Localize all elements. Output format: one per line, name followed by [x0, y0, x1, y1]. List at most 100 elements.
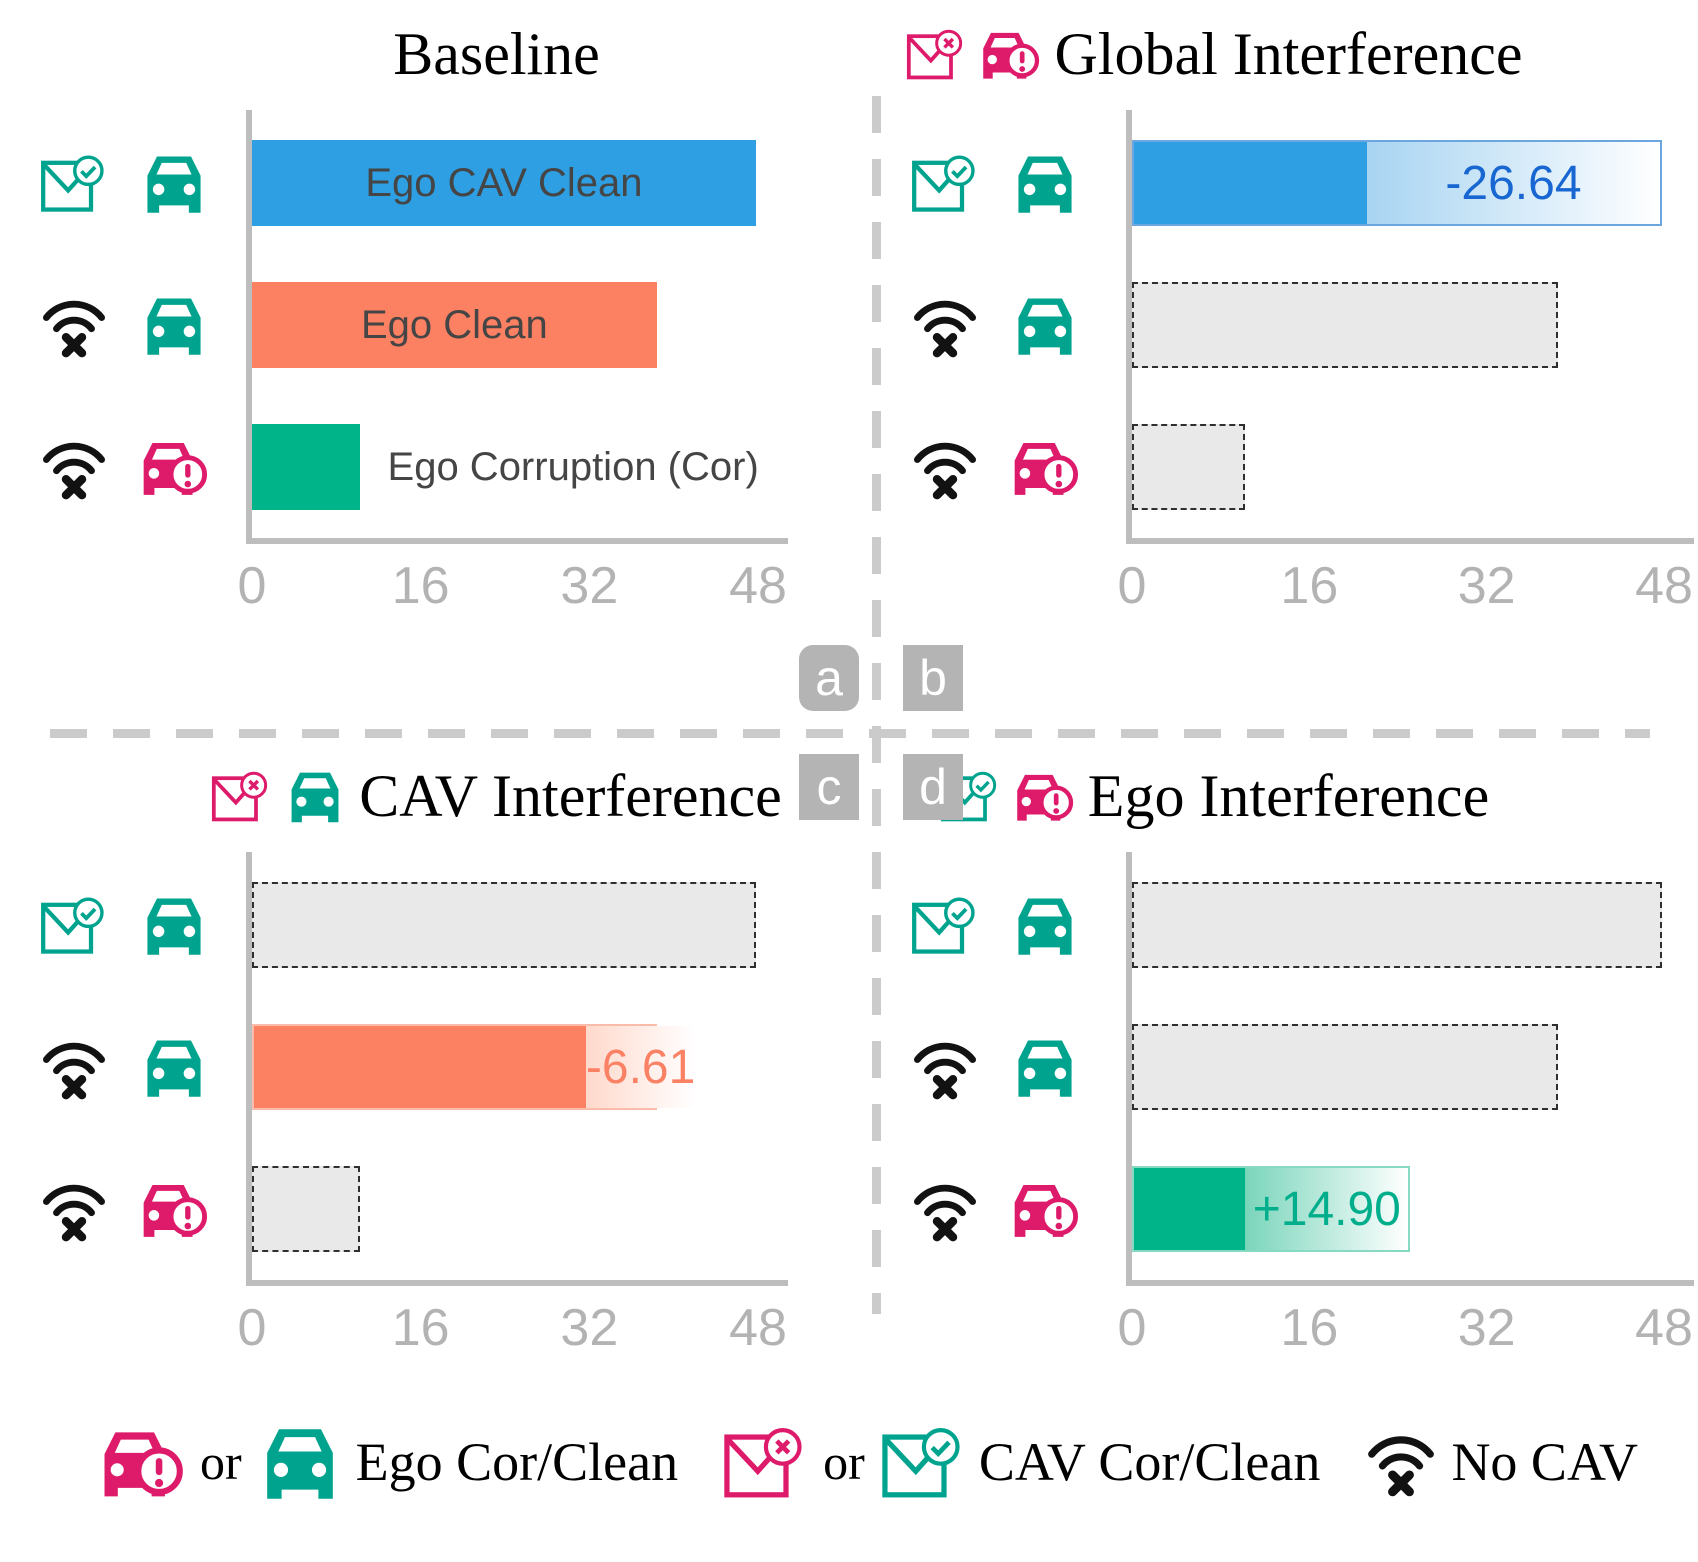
x-axis	[1126, 1280, 1694, 1286]
car-warning-icon	[980, 24, 1040, 84]
wifi-off-icon	[911, 1033, 979, 1101]
bar-ghost-baseline	[252, 882, 756, 968]
row-icons	[40, 996, 208, 1138]
bar-ego-cav-clean-drop: -26.64	[1132, 140, 1662, 226]
x-tick-labels: 0 16 32 48	[238, 556, 787, 618]
x-tick: 16	[391, 557, 450, 615]
x-axis	[246, 1280, 788, 1286]
y-axis	[1126, 852, 1132, 1286]
car-warning-icon	[100, 1420, 184, 1504]
x-tick: 32	[1457, 557, 1516, 615]
panel-a-title: Baseline	[150, 16, 843, 92]
panel-baseline: Baseline Ego CAV Clean	[0, 0, 849, 690]
y-axis	[1126, 110, 1132, 544]
panel-c-row-icons	[40, 854, 208, 1280]
bar-remaining	[254, 1026, 586, 1108]
wifi-off-icon	[40, 433, 108, 501]
panel-tag-a: a	[799, 645, 859, 711]
envelope-check-icon	[40, 149, 108, 217]
y-axis	[246, 852, 252, 1286]
envelope-x-icon	[723, 1420, 807, 1504]
car-clean-icon	[285, 766, 345, 826]
x-tick: 32	[560, 557, 619, 615]
panel-d-title-text: Ego Interference	[1087, 762, 1490, 829]
bar-row	[1132, 854, 1664, 996]
legend-or: or	[200, 1434, 242, 1490]
bar-row	[1132, 996, 1664, 1138]
bar-ghost-baseline	[252, 1166, 360, 1252]
panel-tag-c: c	[799, 754, 859, 820]
row-icons	[911, 254, 1079, 396]
row-icons	[40, 1138, 208, 1280]
bar-row	[252, 1138, 758, 1280]
x-tick: 16	[1280, 1299, 1339, 1357]
bar-ego-corruption-gain: +14.90	[1132, 1166, 1411, 1252]
bar-ghost-baseline	[1132, 282, 1558, 368]
x-tick: 0	[1117, 557, 1147, 615]
x-tick-labels: 0 16 32 48	[1118, 1298, 1693, 1360]
car-clean-icon	[140, 149, 208, 217]
bar-lost-gradient: -6.61	[585, 1026, 696, 1108]
x-tick: 16	[391, 1299, 450, 1357]
legend-label: No CAV	[1451, 1432, 1638, 1492]
row-icons	[40, 396, 208, 538]
legend-or: or	[823, 1434, 865, 1490]
envelope-x-icon	[906, 24, 966, 84]
bar-ghost-baseline	[1132, 424, 1246, 510]
delta-value: -6.61	[585, 1040, 696, 1094]
envelope-check-icon	[911, 891, 979, 959]
bar-row	[1132, 254, 1664, 396]
panel-d-plot: +14.90 0 16 32 48	[1118, 852, 1694, 1357]
panel-b-row-icons	[911, 112, 1079, 538]
row-icons	[911, 1138, 1079, 1280]
bar-row: -6.61	[252, 996, 758, 1138]
legend-item-cav: or CAV Cor/Clean	[723, 1420, 1320, 1504]
car-clean-icon	[1011, 891, 1079, 959]
panel-tag-d: d	[903, 754, 963, 820]
row-icons	[40, 112, 208, 254]
x-tick: 32	[560, 1299, 619, 1357]
car-clean-icon	[1011, 1033, 1079, 1101]
bar-label: Ego CAV Clean	[365, 160, 643, 205]
bar-label: Ego Clean	[361, 302, 548, 347]
wifi-off-icon	[40, 291, 108, 359]
legend: or Ego Cor/Clean or CAV Cor/Clean No CAV	[0, 1386, 1698, 1538]
envelope-check-icon	[40, 891, 108, 959]
x-tick: 0	[237, 557, 267, 615]
x-axis	[246, 538, 788, 544]
panel-c-title-text: CAV Interference	[359, 762, 782, 829]
panel-global-interference: Global Interference	[849, 0, 1698, 690]
wifi-off-icon	[911, 1175, 979, 1243]
wifi-off-icon	[40, 1033, 108, 1101]
panel-ego-interference: Ego Interference	[849, 742, 1698, 1432]
x-tick: 0	[1117, 1299, 1147, 1357]
legend-label: CAV Cor/Clean	[978, 1432, 1321, 1492]
x-axis	[1126, 538, 1694, 544]
legend-item-no-cav: No CAV	[1365, 1426, 1638, 1498]
bar-row: Ego Clean	[252, 254, 758, 396]
panel-b-title-text: Global Interference	[1054, 20, 1523, 87]
car-clean-icon	[258, 1420, 342, 1504]
panel-d-row-icons	[911, 854, 1079, 1280]
car-clean-icon	[1011, 291, 1079, 359]
x-tick: 0	[237, 1299, 267, 1357]
row-icons	[40, 254, 208, 396]
car-clean-icon	[140, 1033, 208, 1101]
x-tick-labels: 0 16 32 48	[238, 1298, 787, 1360]
row-icons	[40, 854, 208, 996]
car-warning-icon	[140, 433, 208, 501]
bar-remaining	[1134, 142, 1368, 224]
panel-c-title: CAV Interference	[150, 758, 843, 834]
bar-row: -26.64	[1132, 112, 1664, 254]
panel-b-plot: -26.64 0 16 32 48	[1118, 110, 1694, 615]
x-tick: 48	[729, 1299, 787, 1357]
horizontal-dashed-divider	[50, 729, 1650, 738]
panel-c-plot: -6.61 0 16 32 48	[238, 852, 788, 1357]
wifi-off-icon	[1365, 1426, 1437, 1498]
legend-label: Ego Cor/Clean	[355, 1432, 679, 1492]
row-icons	[911, 996, 1079, 1138]
wifi-off-icon	[911, 291, 979, 359]
panel-b-title: Global Interference	[849, 16, 1580, 92]
bar-ego-cav-clean: Ego CAV Clean	[252, 140, 756, 226]
envelope-check-icon	[911, 149, 979, 217]
